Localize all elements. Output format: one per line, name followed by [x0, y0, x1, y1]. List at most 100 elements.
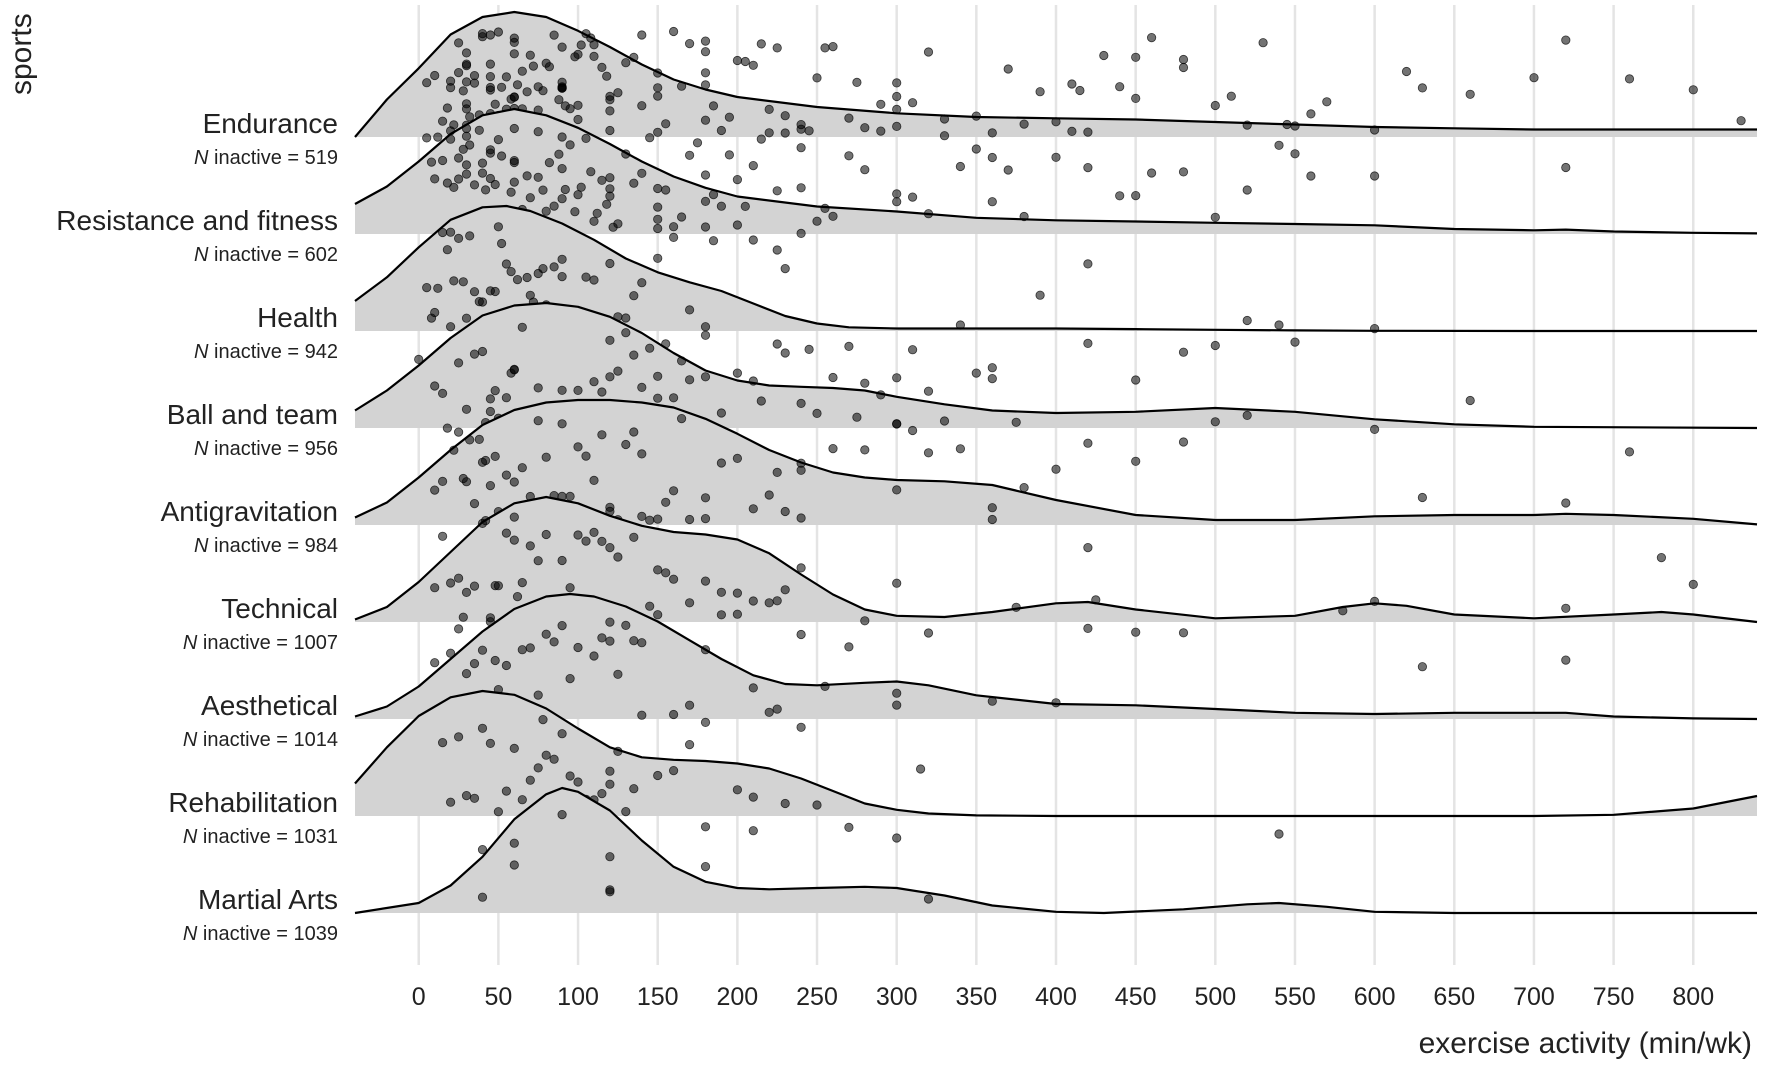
data-point: [509, 743, 519, 754]
data-point: [629, 427, 639, 437]
data-point: [509, 123, 519, 134]
data-point: [437, 737, 448, 748]
data-point: [653, 214, 663, 224]
data-point: [522, 171, 532, 181]
category-label: Rehabilitation: [168, 787, 338, 818]
data-point: [554, 95, 564, 105]
data-point: [1306, 171, 1316, 181]
data-point: [453, 153, 464, 163]
data-point: [506, 266, 516, 277]
density-outline: [354, 10, 1757, 138]
data-point: [1242, 120, 1252, 130]
data-point: [700, 493, 711, 503]
data-point: [1099, 50, 1109, 61]
data-point: [676, 212, 687, 222]
data-point: [716, 458, 727, 468]
data-point: [597, 536, 607, 547]
data-point: [589, 377, 599, 387]
data-point: [684, 739, 695, 750]
data-point: [772, 339, 782, 349]
data-point: [485, 394, 495, 404]
density-area: [355, 206, 1757, 331]
data-point: [653, 68, 663, 78]
data-point: [780, 111, 790, 121]
data-point: [748, 60, 758, 70]
x-tick-label: 750: [1593, 983, 1635, 1011]
x-tick-label: 600: [1354, 983, 1396, 1011]
data-point: [605, 173, 615, 183]
data-point: [533, 127, 543, 137]
data-point: [923, 894, 934, 904]
data-point: [469, 658, 480, 669]
data-point: [844, 341, 854, 351]
data-point: [445, 126, 456, 136]
data-point: [748, 683, 758, 693]
data-point: [589, 275, 599, 285]
data-point: [485, 30, 495, 40]
data-point: [477, 346, 488, 357]
data-point: [629, 350, 639, 360]
x-tick-labels: 0 50 100 150 200 250 300 350 400 450 500 550 600 650 7…: [412, 983, 1714, 1011]
data-point: [971, 111, 981, 121]
data-point: [860, 378, 870, 388]
data-point: [1656, 552, 1667, 563]
data-point: [512, 591, 523, 602]
data-point: [812, 408, 822, 418]
data-point: [892, 419, 902, 429]
data-point: [461, 404, 472, 414]
data-point: [700, 36, 711, 46]
data-point: [533, 383, 543, 393]
data-point: [700, 372, 711, 382]
data-point: [780, 585, 790, 595]
data-point: [605, 852, 615, 862]
data-point: [453, 68, 464, 78]
category-label: Aesthetical: [201, 690, 338, 721]
data-point: [605, 636, 615, 646]
data-point: [892, 189, 902, 199]
data-point: [565, 771, 575, 781]
data-point: [653, 770, 663, 781]
data-point: [860, 616, 870, 626]
data-point: [1338, 606, 1348, 616]
data-point: [517, 577, 527, 588]
data-point: [474, 434, 484, 444]
data-point: [804, 126, 814, 136]
n-inactive-label: N inactive = 1039: [183, 923, 338, 945]
data-point: [557, 419, 567, 429]
data-point: [1051, 152, 1061, 162]
data-point: [605, 779, 615, 789]
data-point: [684, 38, 695, 49]
category-labels: Endurance N inactive = 519 Resistance and …: [56, 108, 338, 945]
data-point: [653, 371, 663, 381]
data-point: [522, 272, 532, 283]
density-outline: [354, 107, 1758, 235]
data-point: [509, 477, 519, 487]
data-point: [637, 382, 647, 392]
x-tick-label: 650: [1433, 983, 1475, 1011]
data-point: [724, 112, 735, 122]
data-point: [581, 272, 591, 282]
data-point: [923, 209, 934, 219]
data-point: [461, 313, 472, 323]
data-point: [592, 208, 602, 218]
data-point: [844, 113, 854, 123]
data-point: [700, 80, 711, 90]
data-point: [442, 245, 452, 255]
data-point: [1003, 165, 1013, 175]
data-point: [661, 339, 671, 349]
data-point: [1688, 579, 1698, 590]
data-point: [661, 119, 671, 129]
density-outline: [354, 592, 1758, 721]
data-point: [1019, 119, 1029, 129]
data-point: [892, 700, 902, 710]
data-point: [477, 158, 488, 168]
data-point: [692, 138, 703, 148]
data-point: [1019, 211, 1029, 222]
ridges: [354, 10, 1758, 915]
data-point: [621, 149, 631, 159]
data-point: [860, 165, 870, 175]
data-point: [772, 467, 782, 477]
data-point: [716, 587, 727, 597]
data-point: [549, 637, 559, 647]
data-point: [892, 485, 902, 495]
